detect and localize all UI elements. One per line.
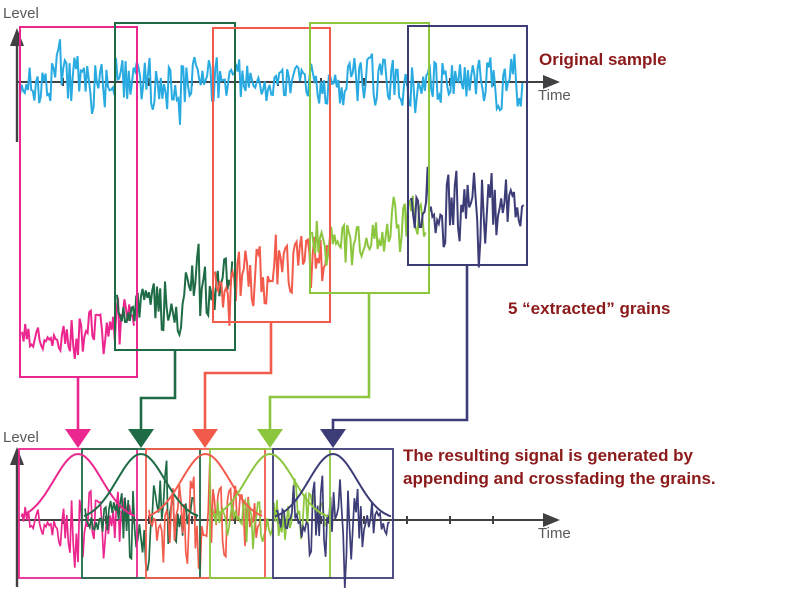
top-time-axis-arrow-icon: [543, 75, 560, 89]
grain-1-result-window: [18, 448, 138, 579]
grain-5-result-waveform: [275, 475, 391, 589]
grain-3-extracted-waveform: [214, 234, 328, 326]
grain-4-arrow: [268, 293, 371, 430]
grain-5-crossfade-envelope: [274, 452, 392, 518]
grain-5-source-window: [407, 25, 528, 266]
grain-2-result-window: [81, 448, 201, 579]
grain-1-arrowhead-icon: [65, 429, 91, 448]
grain-2-arrow: [139, 350, 177, 430]
bottom-time-axis-arrow-icon: [543, 513, 560, 527]
grain-3-result-waveform: [148, 462, 262, 572]
grain-1-crossfade-envelope: [20, 453, 136, 518]
grain-3-arrow: [203, 322, 273, 430]
grain-5-extracted-waveform: [409, 166, 525, 268]
bottom-level-axis-arrow-icon: [10, 447, 24, 465]
result-caption-line1: The resulting signal is generated by: [403, 446, 694, 465]
grain-4-crossfade-envelope: [211, 452, 329, 518]
time-label-bottom: Time: [538, 525, 571, 542]
grain-5-result-window: [272, 448, 394, 579]
original-sample-heading: Original sample: [539, 50, 667, 69]
grain-3-crossfade-envelope: [147, 452, 263, 518]
result-caption-line2: appending and crossfading the grains.: [403, 469, 716, 488]
grain-2-result-waveform: [84, 460, 198, 571]
level-label-bottom: Level: [3, 429, 39, 446]
time-label-top: Time: [538, 87, 571, 104]
top-level-axis-arrow-icon: [10, 28, 24, 46]
grain-5-arrow: [331, 265, 469, 430]
grain-4-result-waveform: [212, 478, 328, 550]
grain-2-crossfade-envelope: [83, 453, 199, 518]
grain-4-arrowhead-icon: [257, 429, 283, 448]
grain-3-arrowhead-icon: [192, 429, 218, 448]
grain-2-arrowhead-icon: [128, 429, 154, 448]
result-caption: The resulting signal is generated by app…: [403, 444, 716, 490]
level-label-top: Level: [3, 5, 39, 22]
grain-4-result-window: [209, 448, 331, 579]
grain-5-arrowhead-icon: [320, 429, 346, 448]
original-sample-waveform: [19, 39, 524, 125]
extracted-grains-heading: 5 “extracted” grains: [508, 299, 671, 318]
grain-3-result-window: [145, 448, 266, 579]
grain-1-result-waveform: [21, 488, 135, 568]
